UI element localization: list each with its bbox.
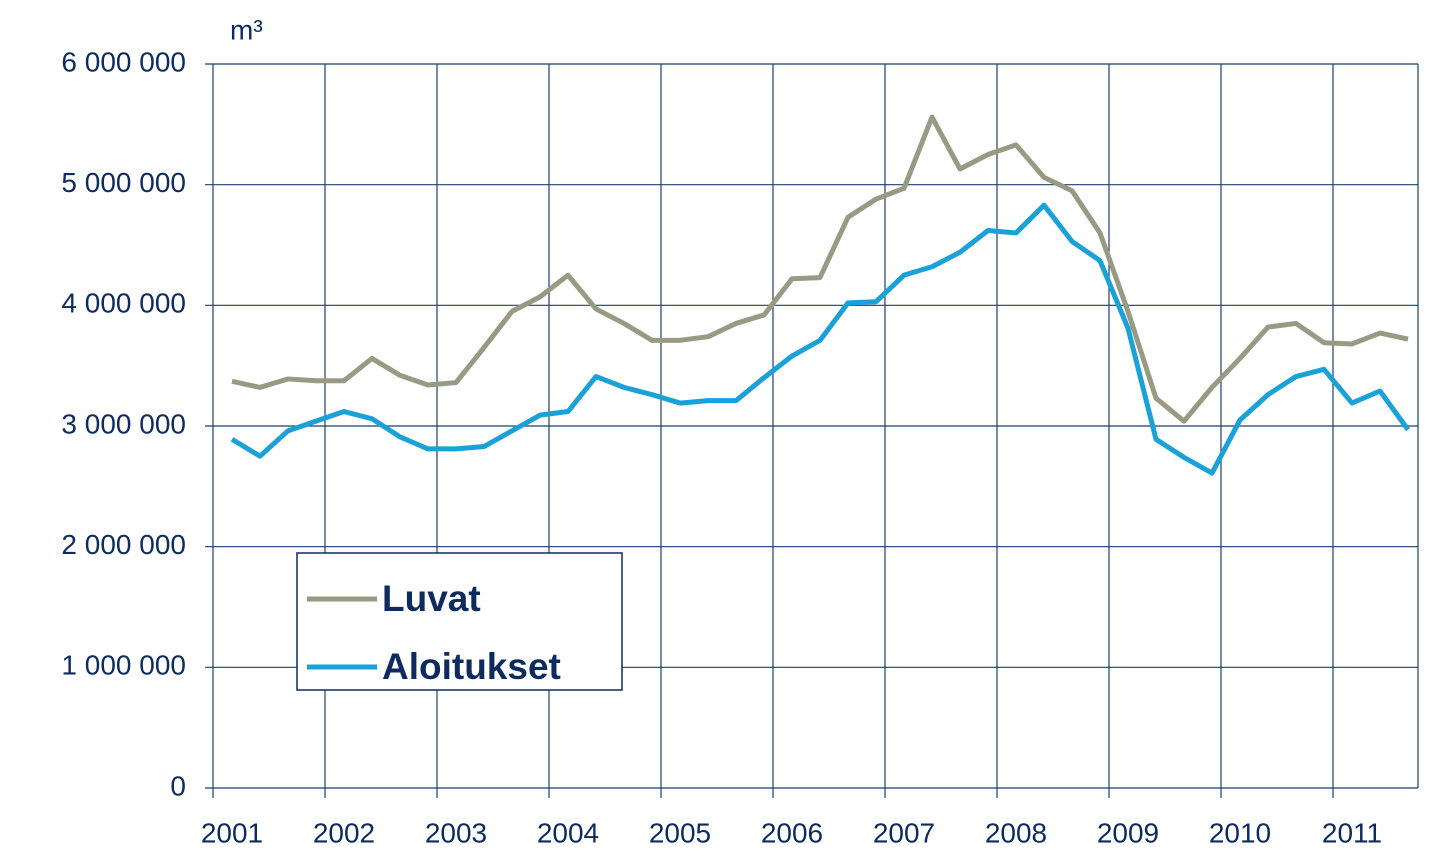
line-series (230, 202, 1411, 476)
x-tick-label: 2006 (761, 817, 823, 848)
x-tick-label: 2004 (537, 817, 599, 848)
x-tick-label: 2011 (1322, 817, 1382, 848)
legend-label: Aloitukset (382, 646, 561, 687)
x-tick-label: 2007 (873, 817, 935, 848)
line-series (231, 114, 1409, 424)
x-tick-label: 2003 (425, 817, 487, 848)
x-tick-label: 2001 (201, 817, 263, 848)
y-tick-label: 6 000 000 (61, 46, 186, 77)
y-tick-label: 5 000 000 (61, 167, 186, 198)
y-tick-label: 4 000 000 (61, 288, 186, 319)
y-axis-unit: m³ (230, 14, 263, 45)
x-tick-label: 2002 (313, 817, 375, 848)
y-tick-label: 1 000 000 (61, 650, 186, 681)
y-tick-label: 2 000 000 (61, 529, 186, 560)
x-tick-label: 2008 (985, 817, 1047, 848)
x-tick-label: 2009 (1097, 817, 1159, 848)
y-tick-label: 3 000 000 (61, 408, 186, 439)
x-tick-label: 2005 (649, 817, 711, 848)
x-tick-label: 2010 (1209, 817, 1271, 848)
legend-label: Luvat (382, 578, 481, 619)
y-tick-label: 0 (170, 770, 186, 801)
